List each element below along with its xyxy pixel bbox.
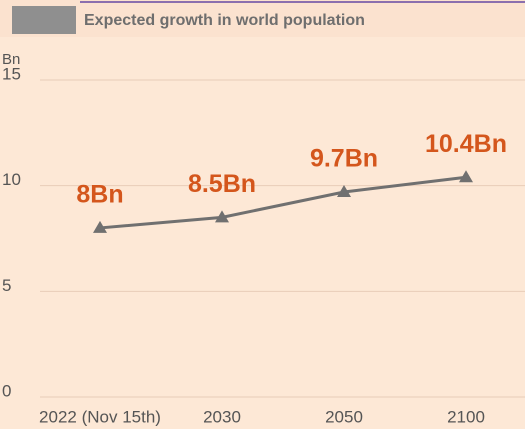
title-badge: [12, 6, 76, 34]
y-tick-label: 0: [2, 381, 11, 400]
value-label: 9.7Bn: [310, 145, 378, 173]
y-tick-label: 5: [2, 276, 11, 295]
x-tick-label: 2100: [447, 407, 485, 426]
series-line: [99, 175, 467, 230]
y-tick-label: 10: [2, 170, 21, 189]
chart-title: Expected growth in world population: [84, 12, 365, 29]
point-marker: [93, 220, 107, 233]
value-label: 8Bn: [76, 181, 123, 209]
x-tick-label: 2022 (Nov 15th): [39, 407, 161, 426]
value-label: 8.5Bn: [188, 170, 256, 198]
x-tick-label: 2030: [203, 407, 241, 426]
point-marker: [215, 210, 229, 223]
point-marker: [459, 170, 473, 183]
point-marker: [337, 185, 351, 198]
y-tick-label: 15: [2, 64, 21, 83]
y-axis-label: Bn: [2, 51, 20, 68]
title-bar: [0, 0, 525, 37]
x-tick-label: 2050: [325, 407, 363, 426]
value-label: 10.4Bn: [425, 130, 507, 158]
